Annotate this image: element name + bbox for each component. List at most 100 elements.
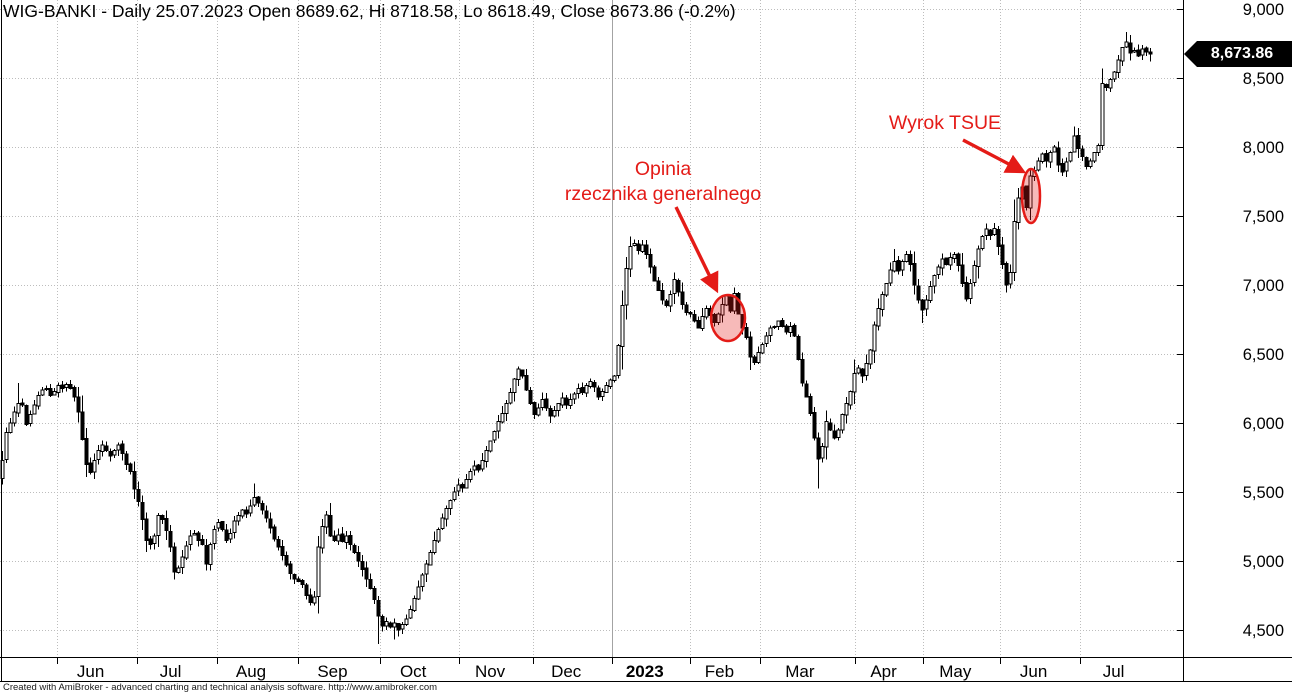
candle-up	[412, 597, 417, 611]
candle-up	[932, 274, 937, 287]
candle-down	[244, 509, 249, 515]
candle-up	[52, 390, 57, 396]
candle-up	[96, 450, 101, 461]
y-tick-label: 4,500	[1243, 622, 1284, 640]
candle-down	[752, 356, 757, 363]
candle-down	[328, 514, 333, 537]
candle-down	[172, 546, 177, 573]
candle-down	[388, 622, 393, 628]
candle-down	[544, 398, 549, 409]
candle-up	[192, 532, 197, 536]
candle-up	[1124, 41, 1129, 48]
candle-down	[1080, 148, 1085, 158]
candle-up	[840, 414, 845, 431]
y-tick-label: 6,500	[1243, 346, 1284, 364]
candle-up	[36, 394, 41, 407]
candle-up	[640, 244, 645, 253]
candle-up	[64, 383, 69, 389]
candle-down	[964, 281, 969, 300]
candle-up	[1008, 272, 1013, 285]
candle-down	[256, 496, 261, 504]
candle-down	[804, 383, 809, 398]
annotation-wyrok-tsue: Wyrok TSUE	[889, 112, 1042, 225]
candle-down	[712, 313, 717, 323]
candle-up	[884, 283, 889, 296]
candle-up	[584, 385, 589, 394]
candle-down	[524, 374, 529, 391]
candle-down	[860, 368, 865, 377]
candle-down	[1144, 47, 1149, 53]
candle-up	[408, 608, 413, 619]
candle-down	[476, 464, 481, 471]
candle-up	[852, 372, 857, 393]
candle-down	[104, 445, 109, 452]
candle-down	[268, 518, 273, 529]
y-tick-label: 9,000	[1243, 1, 1284, 19]
x-tick-label: Feb	[705, 662, 734, 681]
candle-up	[40, 389, 45, 396]
candle-up	[492, 430, 497, 441]
x-tick-label: Apr	[870, 662, 897, 681]
candle-up	[900, 261, 905, 271]
candle-up	[44, 388, 49, 390]
candle-down	[1136, 49, 1141, 57]
candle-up	[848, 390, 853, 406]
candle-up	[864, 363, 869, 376]
candle-up	[56, 385, 61, 393]
candle-up	[776, 320, 781, 328]
candle-up	[880, 294, 885, 310]
candle-down	[744, 326, 749, 338]
candle-up	[184, 545, 189, 559]
candle-up	[560, 397, 565, 406]
candle-up	[732, 292, 737, 312]
candle-up	[820, 445, 825, 459]
x-tick-label: Oct	[400, 662, 427, 681]
candle-down	[224, 529, 229, 541]
candle-down	[332, 535, 337, 541]
candle-up	[228, 532, 233, 540]
candle-up	[1040, 153, 1045, 163]
candle-up	[232, 520, 237, 534]
x-tick-label: 2023	[626, 662, 664, 681]
candle-down	[308, 594, 313, 603]
candle-up	[324, 514, 329, 528]
candle-down	[128, 463, 133, 472]
candle-up	[672, 278, 677, 294]
candle-up	[468, 470, 473, 481]
candle-down	[1000, 244, 1005, 265]
candle-up	[12, 411, 17, 424]
candle-up	[500, 412, 505, 423]
candle-up	[312, 596, 317, 604]
candle-up	[436, 528, 441, 542]
candle-up	[1116, 59, 1121, 73]
candle-down	[136, 488, 141, 503]
candle-up	[600, 390, 605, 397]
candle-up	[1088, 160, 1093, 167]
candle-up	[32, 404, 37, 415]
candle-up	[952, 254, 957, 259]
candle-down	[120, 443, 125, 454]
x-tick-label: Nov	[475, 662, 506, 681]
gridlines	[0, 0, 1183, 657]
candle-up	[1092, 152, 1097, 162]
candle-up	[156, 514, 161, 536]
candle-up	[444, 508, 449, 520]
candle-up	[608, 379, 613, 388]
x-tick-label: Aug	[236, 662, 266, 681]
x-tick-label: Jun	[77, 662, 104, 681]
candle-up	[1012, 221, 1017, 274]
candle-down	[372, 587, 377, 601]
candle-down	[292, 573, 297, 580]
candle-up	[536, 407, 541, 416]
candle-up	[624, 267, 629, 306]
candle-down	[364, 567, 369, 580]
candle-up	[464, 479, 469, 489]
candle-down	[280, 545, 285, 556]
candle-up	[344, 535, 349, 543]
candle-up	[1112, 71, 1117, 80]
candle-down	[652, 266, 657, 282]
x-tick-label: Mar	[785, 662, 815, 681]
candle-up	[572, 393, 577, 400]
